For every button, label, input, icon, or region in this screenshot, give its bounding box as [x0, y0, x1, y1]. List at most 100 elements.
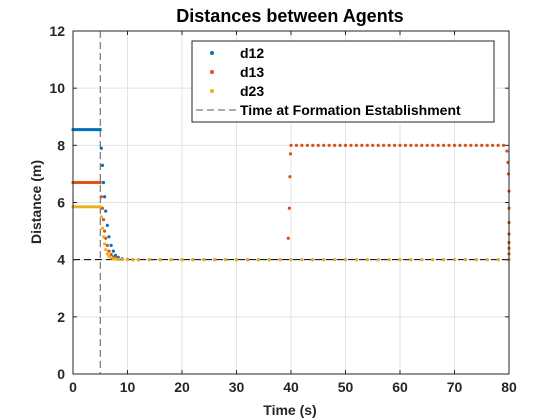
data-point: [278, 258, 282, 262]
data-point: [506, 172, 511, 176]
y-axis-label: Distance (m): [28, 160, 44, 244]
data-point: [354, 143, 358, 147]
data-point: [343, 143, 348, 147]
data-point: [371, 143, 375, 147]
data-point: [116, 257, 120, 261]
data-points: [71, 128, 511, 262]
x-tick-label: 0: [69, 379, 77, 395]
legend-label: d12: [240, 45, 264, 61]
data-point: [414, 143, 418, 147]
data-point: [287, 206, 291, 210]
legend: d12 d13 d23 Time at Formation Establishment: [191, 40, 495, 123]
data-point: [213, 258, 217, 262]
data-point: [300, 143, 304, 147]
data-point: [469, 143, 473, 147]
data-point: [485, 143, 489, 147]
data-point: [103, 195, 107, 199]
data-point: [463, 258, 467, 262]
data-point: [125, 258, 130, 262]
data-point: [98, 180, 102, 185]
data-point: [191, 258, 195, 262]
chart-title: Distances between Agents: [176, 6, 403, 26]
x-tick-label: 40: [283, 379, 299, 395]
data-point: [376, 258, 380, 262]
legend-marker: [210, 70, 214, 74]
data-point: [311, 143, 315, 147]
y-tick-label: 12: [49, 23, 65, 39]
data-point: [234, 258, 239, 262]
y-tick-label: 2: [57, 309, 65, 325]
data-point: [109, 252, 113, 257]
data-point: [365, 143, 369, 147]
data-point: [224, 258, 228, 262]
y-tick-label: 4: [57, 252, 65, 268]
data-point: [245, 258, 249, 262]
data-point: [431, 258, 435, 262]
data-point: [496, 143, 500, 147]
data-point: [311, 258, 315, 262]
legend-label: d23: [240, 83, 264, 99]
data-point: [398, 143, 402, 147]
data-point: [420, 143, 424, 147]
data-point: [403, 143, 408, 147]
data-point: [322, 258, 326, 262]
x-axis: 0 10 20 30 40 50 60 70 80: [69, 31, 517, 395]
legend-marker: [210, 89, 214, 93]
data-point: [105, 243, 109, 247]
data-point: [105, 223, 109, 227]
data-point: [316, 143, 320, 147]
data-point: [360, 143, 364, 147]
data-point: [256, 258, 260, 262]
data-point: [286, 236, 290, 240]
data-point: [202, 258, 206, 262]
data-point: [442, 143, 446, 147]
data-point: [289, 258, 293, 262]
data-point: [382, 143, 386, 147]
data-point: [99, 146, 103, 150]
data-point: [496, 258, 500, 262]
data-point: [107, 249, 111, 253]
data-point: [120, 258, 124, 262]
data-point: [111, 249, 115, 253]
legend-box: [191, 40, 495, 123]
data-point: [463, 143, 467, 147]
data-point: [101, 218, 106, 222]
data-point: [458, 143, 462, 147]
data-point: [354, 258, 358, 262]
data-point: [101, 180, 106, 185]
data-point: [113, 257, 118, 261]
data-point: [333, 143, 337, 147]
data-point: [425, 143, 429, 147]
data-point: [447, 143, 451, 147]
data-point: [327, 143, 331, 147]
data-point: [99, 215, 103, 219]
data-point: [103, 242, 107, 246]
data-point: [398, 258, 402, 262]
x-tick-label: 50: [338, 379, 354, 395]
data-point: [107, 254, 111, 258]
data-point: [431, 143, 435, 147]
data-point: [169, 258, 173, 262]
x-tick-label: 80: [501, 379, 517, 395]
data-point: [105, 252, 109, 256]
data-point: [180, 258, 184, 262]
data-point: [100, 226, 105, 230]
data-point: [288, 152, 293, 156]
x-axis-label: Time (s): [263, 402, 316, 418]
series-d23: [71, 205, 511, 262]
data-point: [98, 128, 102, 132]
data-point: [452, 143, 457, 147]
data-point: [98, 205, 102, 209]
legend-marker: [210, 51, 214, 55]
data-point: [131, 258, 135, 262]
data-point: [99, 195, 103, 199]
data-point: [322, 143, 326, 147]
data-point: [300, 258, 304, 262]
data-point: [376, 143, 380, 147]
data-point: [409, 258, 413, 262]
data-point: [294, 143, 299, 147]
data-point: [501, 143, 506, 147]
data-point: [485, 258, 489, 262]
y-tick-label: 8: [57, 137, 65, 153]
